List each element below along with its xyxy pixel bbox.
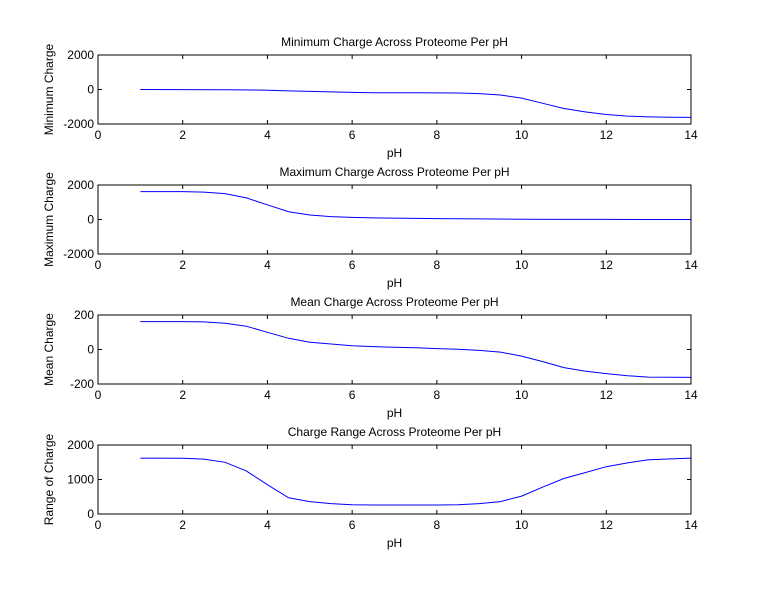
- series-line: [140, 321, 692, 378]
- x-axis-label: pH: [387, 276, 402, 290]
- plot-area: [97, 444, 692, 515]
- y-tick-label: -2000: [63, 117, 94, 131]
- x-tick-label: 12: [600, 518, 614, 532]
- y-tick-label: 200: [74, 308, 94, 322]
- chart-title: Maximum Charge Across Proteome Per pH: [279, 165, 509, 179]
- x-tick-label: 4: [264, 388, 271, 402]
- x-tick-label: 0: [95, 388, 102, 402]
- x-tick-label: 2: [179, 518, 186, 532]
- x-tick-label: 4: [264, 128, 271, 142]
- y-tick-label: -2000: [63, 247, 94, 261]
- x-tick-label: 0: [95, 128, 102, 142]
- y-tick-label: 2000: [67, 48, 94, 62]
- x-tick-label: 2: [179, 388, 186, 402]
- y-tick-label: 0: [87, 507, 94, 521]
- x-tick-label: 4: [264, 258, 271, 272]
- y-axis-label: Range of Charge: [42, 433, 56, 525]
- x-axis-label: pH: [387, 146, 402, 160]
- subplot-charge-range: 0 2 4 6 8 10 12 14 0 1000 2000 Charge Range Across …: [42, 425, 698, 550]
- y-tick-label: 2000: [67, 438, 94, 452]
- x-tick-label: 14: [684, 128, 698, 142]
- series-line: [140, 457, 692, 506]
- chart-title: Minimum Charge Across Proteome Per pH: [281, 35, 508, 49]
- y-axis-label: Maximum Charge: [42, 172, 56, 267]
- x-tick-label: 8: [434, 128, 441, 142]
- x-tick-label: 10: [515, 258, 529, 272]
- x-tick-label: 14: [684, 388, 698, 402]
- x-tick-label: 14: [684, 258, 698, 272]
- x-axis-label: pH: [387, 406, 402, 420]
- x-tick-label: 10: [515, 518, 529, 532]
- x-tick-label: 12: [600, 258, 614, 272]
- x-tick-label: 8: [434, 388, 441, 402]
- x-tick-label: 4: [264, 518, 271, 532]
- y-tick-label: 2000: [67, 178, 94, 192]
- x-axis-label: pH: [387, 536, 402, 550]
- x-tick-label: 0: [95, 518, 102, 532]
- series-line: [140, 89, 692, 118]
- chart-title: Charge Range Across Proteome Per pH: [288, 425, 501, 439]
- y-axis-label: Minimum Charge: [42, 43, 56, 135]
- x-tick-label: 6: [349, 128, 356, 142]
- y-tick-label: 0: [87, 83, 94, 97]
- x-tick-label: 14: [684, 518, 698, 532]
- x-tick-label: 12: [600, 388, 614, 402]
- chart-title: Mean Charge Across Proteome Per pH: [290, 295, 498, 309]
- y-tick-label: -200: [70, 377, 94, 391]
- x-tick-label: 6: [349, 388, 356, 402]
- x-tick-label: 2: [179, 128, 186, 142]
- x-tick-label: 2: [179, 258, 186, 272]
- series-line: [140, 191, 691, 220]
- y-tick-label: 0: [87, 213, 94, 227]
- x-tick-label: 0: [95, 258, 102, 272]
- x-tick-label: 6: [349, 258, 356, 272]
- x-tick-label: 10: [515, 128, 529, 142]
- y-axis-label: Mean Charge: [42, 313, 56, 386]
- x-tick-label: 8: [434, 518, 441, 532]
- y-tick-label: 0: [87, 343, 94, 357]
- x-tick-label: 12: [600, 128, 614, 142]
- x-tick-label: 6: [349, 518, 356, 532]
- y-tick-label: 1000: [67, 473, 94, 487]
- x-tick-label: 10: [515, 388, 529, 402]
- x-tick-label: 8: [434, 258, 441, 272]
- plot-area: [97, 314, 692, 385]
